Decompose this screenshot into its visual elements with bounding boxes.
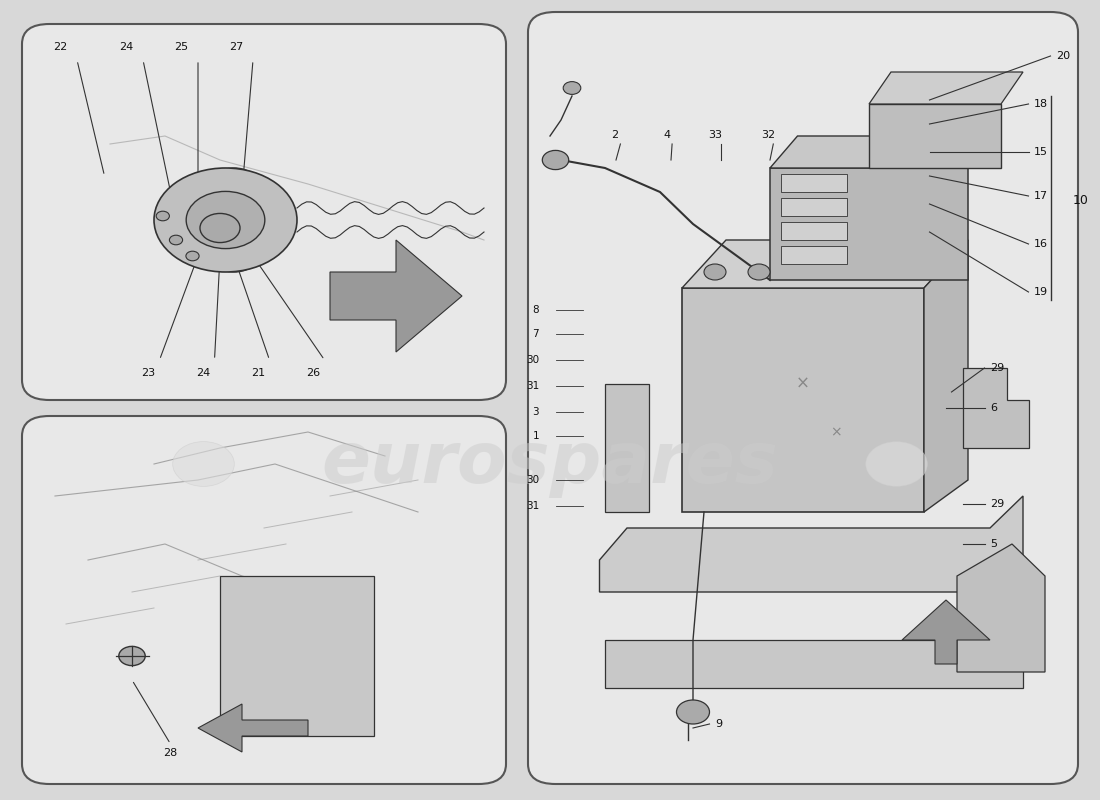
Text: 33: 33 (708, 130, 722, 140)
Text: 25: 25 (175, 42, 188, 52)
Text: 26: 26 (307, 368, 320, 378)
Circle shape (748, 264, 770, 280)
Polygon shape (770, 136, 996, 168)
Text: 20: 20 (1056, 51, 1070, 61)
Circle shape (186, 251, 199, 261)
Bar (605, 384, 649, 512)
Bar (220, 576, 374, 736)
Circle shape (563, 82, 581, 94)
Bar (781, 222, 847, 240)
Text: 30: 30 (526, 475, 539, 485)
Circle shape (866, 442, 927, 486)
Bar (605, 640, 1023, 688)
Text: 31: 31 (526, 381, 539, 390)
Text: 24: 24 (120, 42, 133, 52)
Text: 1: 1 (532, 431, 539, 441)
Text: 28: 28 (164, 748, 177, 758)
Circle shape (704, 264, 726, 280)
FancyBboxPatch shape (22, 416, 506, 784)
Text: 29: 29 (990, 363, 1004, 373)
Polygon shape (682, 240, 968, 288)
Bar (781, 174, 847, 192)
Text: 16: 16 (1034, 239, 1048, 249)
Text: 21: 21 (252, 368, 265, 378)
Text: 22: 22 (54, 42, 67, 52)
Circle shape (200, 214, 240, 242)
Text: ×: × (796, 375, 810, 393)
Circle shape (156, 211, 169, 221)
Text: 18: 18 (1034, 99, 1048, 109)
Text: 9: 9 (715, 719, 722, 729)
Polygon shape (869, 72, 1023, 104)
Circle shape (119, 646, 145, 666)
Text: 4: 4 (663, 130, 670, 140)
Polygon shape (198, 704, 308, 752)
Text: 2: 2 (612, 130, 618, 140)
Text: 6: 6 (990, 403, 997, 413)
Text: 5: 5 (990, 539, 997, 549)
Circle shape (154, 168, 297, 272)
Text: 31: 31 (526, 501, 539, 510)
Text: eurospares: eurospares (321, 430, 779, 498)
Polygon shape (902, 600, 990, 664)
Bar (682, 288, 924, 512)
Text: 15: 15 (1034, 147, 1048, 157)
Circle shape (676, 700, 710, 724)
Text: ×: × (830, 425, 842, 439)
Text: 19: 19 (1034, 287, 1048, 297)
Circle shape (173, 442, 234, 486)
Text: 10: 10 (1072, 194, 1088, 206)
FancyBboxPatch shape (528, 12, 1078, 784)
Text: 24: 24 (197, 368, 210, 378)
Circle shape (169, 235, 183, 245)
Ellipse shape (192, 168, 275, 272)
Bar (770, 168, 968, 280)
Text: 32: 32 (761, 130, 774, 140)
Polygon shape (600, 496, 1023, 592)
Text: 3: 3 (532, 407, 539, 417)
Bar (781, 246, 847, 264)
Text: 29: 29 (990, 499, 1004, 509)
Text: 30: 30 (526, 355, 539, 365)
Circle shape (542, 150, 569, 170)
Polygon shape (957, 544, 1045, 672)
Circle shape (186, 191, 265, 249)
FancyBboxPatch shape (22, 24, 506, 400)
Bar (781, 198, 847, 216)
Text: 27: 27 (230, 42, 243, 52)
Polygon shape (962, 368, 1028, 448)
Polygon shape (330, 240, 462, 352)
Text: 23: 23 (142, 368, 155, 378)
Text: 17: 17 (1034, 191, 1048, 201)
Bar (869, 104, 1001, 168)
Polygon shape (924, 240, 968, 512)
Text: 8: 8 (532, 306, 539, 315)
Text: 7: 7 (532, 330, 539, 339)
